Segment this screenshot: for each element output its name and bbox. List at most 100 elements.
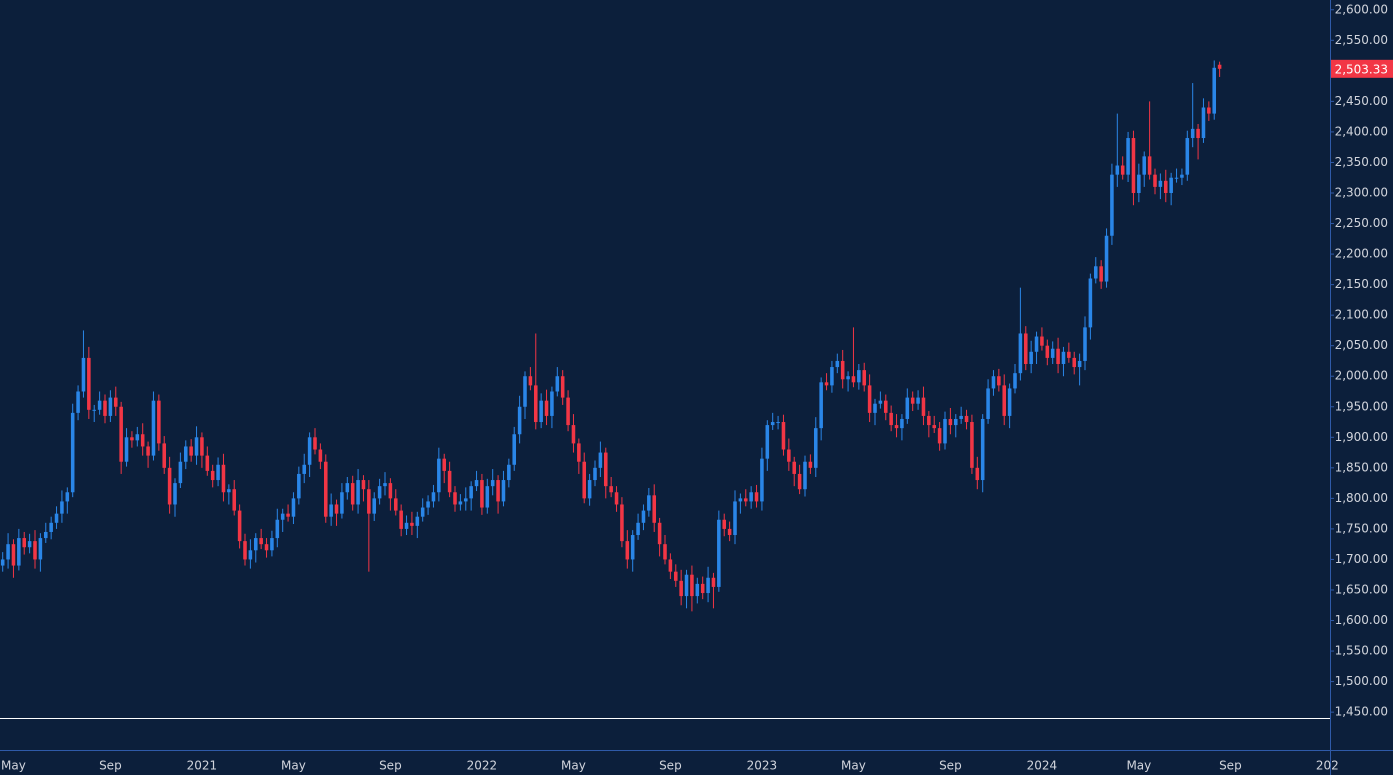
candle-body bbox=[275, 519, 280, 539]
candle-body bbox=[361, 480, 366, 490]
x-tick-label: May bbox=[281, 759, 306, 773]
candle-body bbox=[641, 510, 646, 523]
candle-body bbox=[469, 486, 473, 499]
candle-body bbox=[11, 544, 16, 566]
candle-body bbox=[377, 486, 382, 499]
candle-body bbox=[65, 492, 70, 502]
candle-body bbox=[480, 480, 484, 508]
candle-body bbox=[340, 492, 344, 514]
candle-body bbox=[797, 473, 802, 490]
candle-body bbox=[1207, 107, 1211, 114]
y-tick-label: 2,100.00 bbox=[1335, 308, 1388, 322]
x-tick-label: Sep bbox=[99, 759, 122, 773]
candle-body bbox=[426, 501, 430, 508]
candle-body bbox=[614, 492, 619, 505]
candle-body bbox=[1093, 266, 1098, 279]
candle-body bbox=[350, 483, 355, 505]
candle-body bbox=[264, 544, 269, 551]
y-tick-label: 2,250.00 bbox=[1335, 216, 1388, 230]
candle-body bbox=[781, 422, 786, 450]
candle-body bbox=[970, 422, 974, 468]
candle-body bbox=[1153, 174, 1157, 187]
candle-body bbox=[404, 522, 409, 529]
candle-body bbox=[0, 559, 5, 566]
candle-body bbox=[399, 510, 403, 529]
y-tick-label: 1,700.00 bbox=[1335, 552, 1388, 566]
candle-body bbox=[582, 461, 587, 499]
candle-body bbox=[259, 538, 263, 545]
candle-body bbox=[135, 434, 140, 441]
candle-body bbox=[1013, 373, 1017, 389]
candle-body bbox=[367, 489, 371, 514]
candle-body bbox=[523, 376, 527, 407]
candle-body bbox=[1110, 174, 1114, 236]
candle-body bbox=[415, 516, 420, 526]
candle-body bbox=[431, 492, 436, 502]
y-tick-label: 1,450.00 bbox=[1335, 705, 1388, 719]
candle-body bbox=[550, 391, 554, 416]
candle-body bbox=[711, 577, 716, 587]
candle-body bbox=[770, 422, 775, 426]
candle-body bbox=[178, 461, 183, 484]
x-tick-label: May bbox=[1, 759, 26, 773]
y-tick-label: 2,400.00 bbox=[1335, 124, 1388, 138]
candle-body bbox=[749, 492, 753, 502]
candle-body bbox=[1034, 336, 1039, 352]
candle-body bbox=[695, 583, 700, 597]
y-tick-label: 2,550.00 bbox=[1335, 33, 1388, 47]
candle-body bbox=[620, 504, 624, 542]
y-tick-label: 2,000.00 bbox=[1335, 369, 1388, 383]
candle-body bbox=[577, 443, 581, 462]
candle-body bbox=[286, 513, 290, 517]
x-tick-label: 2021 bbox=[187, 759, 218, 773]
candle-body bbox=[1201, 107, 1206, 139]
candle-body bbox=[270, 538, 274, 551]
candle-body bbox=[501, 480, 506, 502]
candle-body bbox=[108, 397, 113, 416]
x-tick-label: 2022 bbox=[467, 759, 498, 773]
candle-body bbox=[889, 412, 893, 426]
candle-body bbox=[760, 458, 764, 502]
y-tick-label: 2,350.00 bbox=[1335, 155, 1388, 169]
candle-body bbox=[124, 437, 129, 462]
candle-body bbox=[97, 400, 102, 410]
candle-body bbox=[867, 385, 872, 413]
candle-body bbox=[307, 437, 312, 465]
candle-body bbox=[609, 486, 613, 493]
candle-body bbox=[227, 489, 231, 493]
candle-body bbox=[566, 397, 570, 426]
candle-body bbox=[722, 519, 727, 529]
candle-body bbox=[1126, 138, 1130, 175]
candle-body bbox=[916, 397, 920, 404]
candle-body bbox=[1115, 165, 1120, 175]
candle-body bbox=[70, 412, 75, 493]
candle-body bbox=[1099, 266, 1103, 282]
candle-body bbox=[474, 480, 479, 487]
candle-body bbox=[792, 461, 797, 474]
candle-body bbox=[205, 455, 210, 471]
candle-body bbox=[27, 541, 32, 548]
candle-body bbox=[813, 428, 818, 468]
candle-body bbox=[700, 583, 705, 594]
candle-body bbox=[1088, 278, 1093, 328]
candle-body bbox=[803, 461, 807, 490]
candle-body bbox=[959, 415, 963, 419]
y-tick-label: 1,950.00 bbox=[1335, 399, 1388, 413]
candle-body bbox=[539, 400, 543, 423]
x-tick-label: 2023 bbox=[747, 759, 778, 773]
candle-body bbox=[119, 406, 123, 462]
candle-body bbox=[216, 464, 220, 481]
candle-body bbox=[232, 489, 237, 511]
candle-body bbox=[571, 425, 576, 444]
candle-body bbox=[87, 357, 91, 410]
candle-body bbox=[679, 580, 683, 597]
candle-body bbox=[146, 446, 150, 456]
candle-body bbox=[1217, 64, 1222, 69]
candle-body bbox=[420, 507, 425, 517]
candle-body bbox=[183, 446, 188, 462]
candle-body bbox=[388, 483, 393, 499]
candle-body bbox=[463, 498, 468, 502]
candle-body bbox=[598, 452, 603, 468]
candle-body bbox=[507, 464, 511, 481]
candle-body bbox=[130, 437, 134, 441]
